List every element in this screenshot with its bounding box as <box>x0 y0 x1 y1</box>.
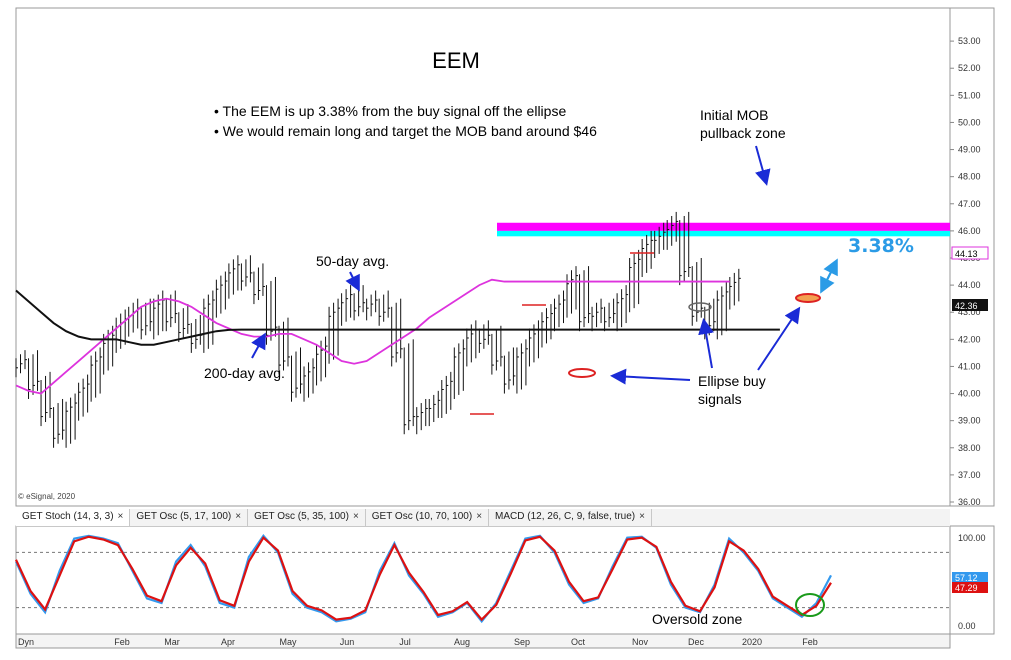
mob-zone-annotation: Initial MOB pullback zone <box>700 107 786 141</box>
ma50-annotation: 50-day avg. <box>316 253 389 269</box>
month-label: Aug <box>454 637 470 647</box>
stochastic-plot <box>14 534 950 624</box>
price-tick-label: 50.00 <box>958 117 981 127</box>
mob-band-magenta <box>497 222 950 231</box>
tab-stoch[interactable]: GET Stoch (14, 3, 3) × <box>16 509 131 526</box>
price-tick-label: 49.00 <box>958 145 981 155</box>
price-tick-label: 51.00 <box>958 90 981 100</box>
month-label: May <box>279 637 297 647</box>
month-label: Jul <box>399 637 411 647</box>
month-label: Feb <box>114 637 130 647</box>
bullet-2: • We would remain long and target the MO… <box>214 123 597 139</box>
month-label: Dec <box>688 637 705 647</box>
ma200-annotation: 200-day avg. <box>204 365 285 381</box>
last-price-tag: 44.13 <box>955 249 978 259</box>
month-label: Mar <box>164 637 180 647</box>
month-label: 2020 <box>742 637 762 647</box>
bullet-1: • The EEM is up 3.38% from the buy signa… <box>214 103 566 119</box>
tab-osc-10-70[interactable]: GET Osc (10, 70, 100) × <box>366 509 490 526</box>
time-axis <box>15 633 951 649</box>
mob-band-cyan <box>497 230 950 237</box>
price-tick-label: 52.00 <box>958 63 981 73</box>
percent-arrow <box>820 258 838 294</box>
price-tick-label: 41.00 <box>958 361 981 371</box>
osc-tick-100: 100.00 <box>958 533 986 543</box>
ellipse-arrow-1 <box>610 368 691 385</box>
month-label: Nov <box>632 637 649 647</box>
month-label: Apr <box>221 637 235 647</box>
osc-tick-0: 0.00 <box>958 621 976 631</box>
price-tick-label: 48.00 <box>958 172 981 182</box>
month-labels: Feb Mar Apr May Jun Jul Aug Sep Oct Nov Dec 2020 Feb <box>114 637 818 647</box>
stoch-k-tag: 57.12 <box>955 573 978 583</box>
price-tick-label: 47.00 <box>958 199 981 209</box>
price-tick-label: 38.00 <box>958 443 981 453</box>
ma200-tag: 42.36 <box>955 301 978 311</box>
ellipse-arrow-2 <box>698 318 714 369</box>
main-panel-frame <box>15 7 951 507</box>
price-tick-label: 40.00 <box>958 389 981 399</box>
stoch-d-tag: 47.29 <box>955 583 978 593</box>
price-tick-label: 37.00 <box>958 470 981 480</box>
price-tick-label: 53.00 <box>958 36 981 46</box>
close-icon[interactable]: × <box>352 511 359 522</box>
dyn-label: Dyn <box>18 637 34 647</box>
mob-arrow <box>755 145 771 186</box>
oversold-circle <box>795 593 825 617</box>
ellipse-annotation: Ellipse buy signals <box>698 373 770 407</box>
price-tick-label: 42.00 <box>958 334 981 344</box>
ma200-arrow <box>251 332 266 359</box>
price-tick-label: 36.00 <box>958 497 981 507</box>
percent-annotation: 3.38% <box>848 235 914 257</box>
price-tick-labels: 53.00 52.00 51.00 50.00 49.00 48.00 47.00 46.00… <box>950 36 981 507</box>
price-tick-label: 44.00 <box>958 280 981 290</box>
close-icon[interactable]: × <box>235 511 242 522</box>
mob-band <box>497 222 950 237</box>
oscillator-panel-frame <box>15 525 951 635</box>
ellipse-arrow-3 <box>757 306 801 371</box>
close-icon[interactable]: × <box>639 511 645 522</box>
month-label: Oct <box>571 637 586 647</box>
copyright: © eSignal, 2020 <box>18 492 76 501</box>
annotation-arrows <box>251 145 801 385</box>
ellipse-signal-1 <box>568 368 596 378</box>
month-label: Sep <box>514 637 530 647</box>
tab-osc-5-35[interactable]: GET Osc (5, 35, 100) × <box>248 509 366 526</box>
stoch-d-line <box>15 535 832 622</box>
ellipse-signal-3 <box>795 293 821 303</box>
tab-osc-5-17[interactable]: GET Osc (5, 17, 100) × <box>130 509 249 526</box>
tab-macd[interactable]: MACD (12, 26, C, 9, false, true) × <box>489 509 652 526</box>
oversold-annotation: Oversold zone <box>652 611 742 627</box>
price-tick-label: 39.00 <box>958 416 981 426</box>
chart-title: EEM <box>432 48 480 73</box>
price-bars <box>15 211 741 448</box>
close-icon[interactable]: × <box>117 511 124 522</box>
month-label: Jun <box>340 637 355 647</box>
indicator-tabs: GET Stoch (14, 3, 3) × GET Osc (5, 17, 10… <box>16 509 950 527</box>
price-tick-label: 43.00 <box>958 307 981 317</box>
price-tick-label: 46.00 <box>958 226 981 236</box>
ma200-line <box>15 289 780 346</box>
ma50-arrow <box>345 271 360 292</box>
ellipse-signal-2 <box>688 302 712 312</box>
moving-average-lines <box>15 278 780 395</box>
month-label: Feb <box>802 637 818 647</box>
ma50-line <box>15 278 730 395</box>
last-price-tags: 44.13 42.36 57.12 47.29 <box>951 246 989 593</box>
close-icon[interactable]: × <box>476 511 483 522</box>
